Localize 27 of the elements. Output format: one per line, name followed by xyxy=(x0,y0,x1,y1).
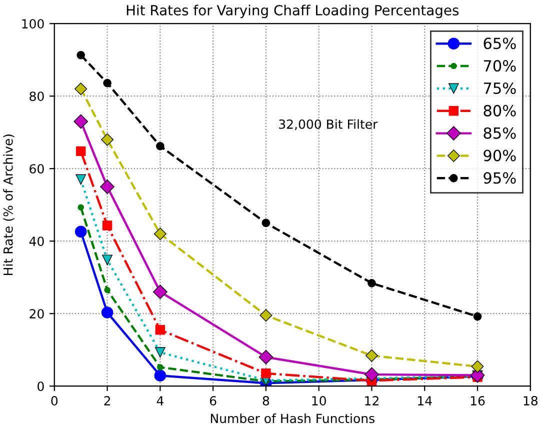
annotation: 32,000 Bit Filter xyxy=(279,119,378,130)
y-tick-label: 0 xyxy=(38,382,44,392)
y-axis-title: Hit Rate (% of Archive) xyxy=(3,134,14,276)
x-tick-label: 14 xyxy=(418,396,432,406)
x-tick-label: 12 xyxy=(365,396,378,406)
y-tick-label: 80 xyxy=(30,92,44,102)
x-tick-label: 18 xyxy=(524,396,538,406)
y-tick-label: 60 xyxy=(30,164,44,174)
x-axis-title: Number of Hash Functions xyxy=(210,413,374,424)
y-tick-label: 100 xyxy=(22,19,44,29)
legend-label: 80% xyxy=(484,104,516,116)
legend-label: 75% xyxy=(484,82,516,94)
x-tick-label: 4 xyxy=(156,396,164,406)
legend-label: 65% xyxy=(484,38,516,50)
x-tick-label: 10 xyxy=(312,396,326,406)
legend-label: 85% xyxy=(484,127,516,139)
x-tick-label: 2 xyxy=(104,396,110,406)
legend-label: 95% xyxy=(484,172,516,184)
x-tick-label: 0 xyxy=(51,396,58,406)
y-tick-label: 20 xyxy=(30,309,44,319)
legend-label: 70% xyxy=(484,60,516,72)
y-tick-label: 40 xyxy=(29,236,44,246)
chart-title: Hit Rates for Varying Chaff Loading Percentages xyxy=(126,4,459,18)
x-tick-label: 8 xyxy=(262,396,270,406)
legend-label: 90% xyxy=(484,150,516,162)
x-tick-label: 6 xyxy=(210,396,216,406)
x-tick-label: 16 xyxy=(470,396,485,406)
